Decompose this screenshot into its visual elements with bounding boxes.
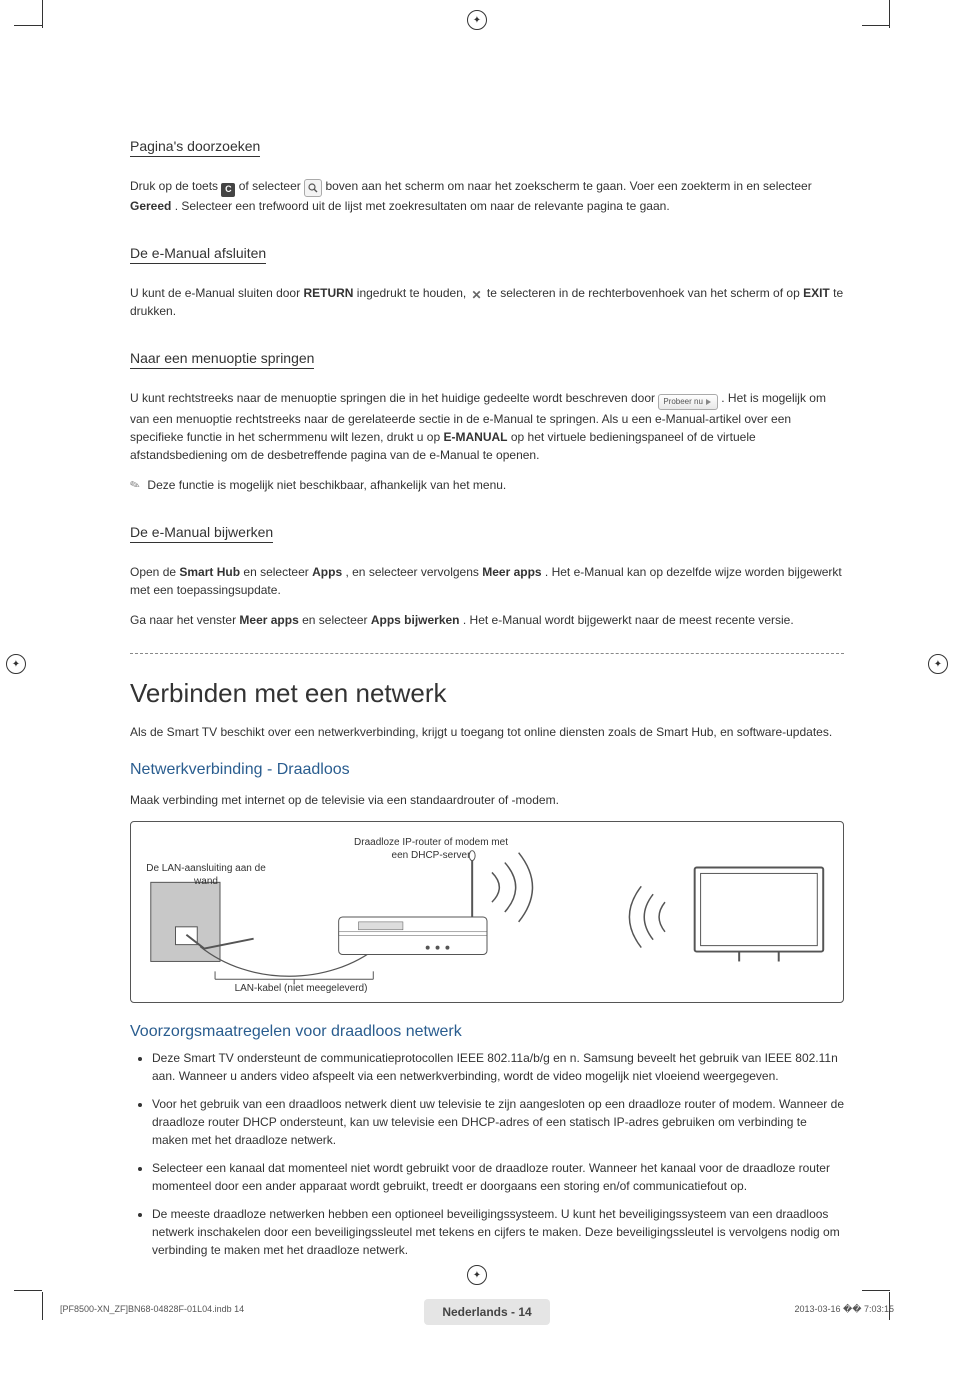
note-line: ✎ Deze functie is mogelijk niet beschikb…: [130, 476, 844, 494]
para-close-emanual: U kunt de e-Manual sluiten door RETURN i…: [130, 284, 844, 320]
text: boven aan het scherm om naar het zoeksch…: [325, 179, 811, 193]
main-intro: Als de Smart TV beschikt over een netwer…: [130, 723, 844, 741]
text-bold: EXIT: [803, 286, 830, 300]
play-triangle-icon: [706, 399, 711, 405]
sub-heading-wireless: Netwerkverbinding - Draadloos: [130, 761, 844, 779]
text-bold: RETURN: [303, 286, 353, 300]
list-item: Deze Smart TV ondersteunt de communicati…: [152, 1049, 844, 1085]
text-bold: Meer apps: [482, 565, 541, 579]
heading-search-pages: Pagina's doorzoeken: [130, 138, 260, 157]
text-bold: Meer apps: [239, 613, 298, 627]
text: Druk op de toets: [130, 179, 221, 193]
key-c-icon: C: [221, 183, 235, 197]
text-bold: Apps bijwerken: [371, 613, 460, 627]
heading-jump-menu: Naar een menuoptie springen: [130, 350, 314, 369]
list-item: De meeste draadloze netwerken hebben een…: [152, 1205, 844, 1259]
network-diagram: Draadloze IP-router of modem met een DHC…: [130, 821, 844, 1003]
list-item: Voor het gebruik van een draadloos netwe…: [152, 1095, 844, 1149]
text: U kunt de e-Manual sluiten door: [130, 286, 303, 300]
section-divider: [130, 653, 844, 654]
text-bold: Gereed: [130, 199, 171, 213]
heading-close-emanual: De e-Manual afsluiten: [130, 245, 266, 264]
text: . Het e-Manual wordt bijgewerkt naar de …: [463, 613, 794, 627]
main-title: Verbinden met een netwerk: [130, 678, 844, 709]
sub-wireless-para: Maak verbinding met internet op de telev…: [130, 791, 844, 809]
text: . Selecteer een trefwoord uit de lijst m…: [175, 199, 670, 213]
print-date: 2013-03-16 �� 7:03:15: [794, 1304, 894, 1315]
para-jump-menu: U kunt rechtstreeks naar de menuoptie sp…: [130, 389, 844, 464]
text-bold: E-MANUAL: [444, 430, 508, 444]
para-search-pages: Druk op de toets C of selecteer boven aa…: [130, 177, 844, 215]
para-update-1: Open de Smart Hub en selecteer Apps , en…: [130, 563, 844, 599]
diagram-label-router: Draadloze IP-router of modem met een DHC…: [351, 836, 511, 862]
document-page: Pagina's doorzoeken Druk op de toets C o…: [0, 0, 954, 1385]
text: te selecteren in de rechterbovenhoek van…: [487, 286, 803, 300]
try-now-label: Probeer nu: [663, 396, 703, 408]
list-item: Selecteer een kanaal dat momenteel niet …: [152, 1159, 844, 1195]
precautions-list: Deze Smart TV ondersteunt de communicati…: [130, 1049, 844, 1259]
heading-update-emanual: De e-Manual bijwerken: [130, 524, 273, 543]
text-bold: Smart Hub: [179, 565, 240, 579]
diagram-label-cable: LAN-kabel (niet meegeleverd): [221, 982, 381, 995]
print-file-name: [PF8500-XN_ZF]BN68-04828F-01L04.indb 14: [60, 1304, 244, 1315]
text: , en selecteer vervolgens: [345, 565, 482, 579]
note-text: Deze functie is mogelijk niet beschikbaa…: [147, 478, 506, 492]
print-footer: [PF8500-XN_ZF]BN68-04828F-01L04.indb 14 …: [60, 1304, 894, 1315]
text-bold: Apps: [312, 565, 342, 579]
text: en selecteer: [243, 565, 312, 579]
para-update-2: Ga naar het venster Meer apps en selecte…: [130, 611, 844, 629]
close-x-icon: ✕: [470, 288, 484, 302]
try-now-button-icon: Probeer nu: [658, 394, 718, 410]
text: Open de: [130, 565, 179, 579]
search-icon: [304, 179, 322, 197]
diagram-label-wall: De LAN-aansluiting aan de wand: [141, 862, 271, 888]
text: ingedrukt te houden,: [357, 286, 470, 300]
text: en selecteer: [302, 613, 371, 627]
note-icon: ✎: [127, 475, 143, 495]
sub-heading-precautions: Voorzorgsmaatregelen voor draadloos netw…: [130, 1023, 844, 1041]
text: Ga naar het venster: [130, 613, 239, 627]
text: of selecteer: [239, 179, 304, 193]
text: U kunt rechtstreeks naar de menuoptie sp…: [130, 391, 658, 405]
